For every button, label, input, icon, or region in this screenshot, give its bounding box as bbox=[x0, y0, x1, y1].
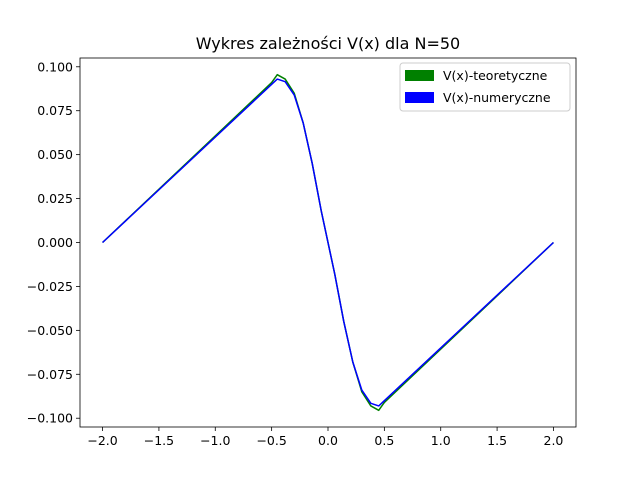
y-axis: −0.100 −0.075 −0.050 −0.025 0.000 0.025 0.050 0… bbox=[27, 59, 80, 426]
x-tick-label: −1.0 bbox=[200, 433, 230, 448]
legend-swatch-2 bbox=[405, 92, 434, 103]
chart-title: Wykres zależności V(x) dla N=50 bbox=[196, 34, 460, 53]
legend-swatch-1 bbox=[405, 70, 434, 81]
x-tick-label: −0.5 bbox=[256, 433, 286, 448]
x-axis: −2.0 −1.5 −1.0 −0.5 0.0 0.5 1.0 1.5 2.0 bbox=[87, 427, 563, 448]
x-tick-label: 0.0 bbox=[318, 433, 338, 448]
plot-area bbox=[102, 73, 554, 412]
x-tick-label: −2.0 bbox=[87, 433, 117, 448]
x-tick-label: −1.5 bbox=[144, 433, 174, 448]
axes-frame bbox=[79, 57, 577, 428]
x-tick-label: 2.0 bbox=[544, 433, 564, 448]
y-tick-label: −0.075 bbox=[27, 367, 73, 382]
x-tick-label: 0.5 bbox=[374, 433, 394, 448]
legend: V(x)-teoretyczne V(x)-numeryczne bbox=[399, 62, 571, 112]
y-tick-label: 0.000 bbox=[37, 235, 73, 250]
legend-label-1: V(x)-teoretyczne bbox=[443, 68, 548, 83]
y-tick-label: −0.025 bbox=[27, 279, 73, 294]
series-line-2 bbox=[102, 78, 554, 407]
y-tick-label: 0.025 bbox=[37, 191, 73, 206]
legend-label-2: V(x)-numeryczne bbox=[443, 90, 551, 105]
y-tick-label: 0.050 bbox=[37, 147, 73, 162]
x-tick-label: 1.0 bbox=[431, 433, 451, 448]
y-tick-label: 0.075 bbox=[37, 103, 73, 118]
y-tick-label: 0.100 bbox=[37, 59, 73, 74]
x-tick-label: 1.5 bbox=[487, 433, 507, 448]
y-tick-label: −0.050 bbox=[27, 323, 73, 338]
y-tick-label: −0.100 bbox=[27, 411, 73, 426]
legend-box bbox=[399, 62, 571, 112]
